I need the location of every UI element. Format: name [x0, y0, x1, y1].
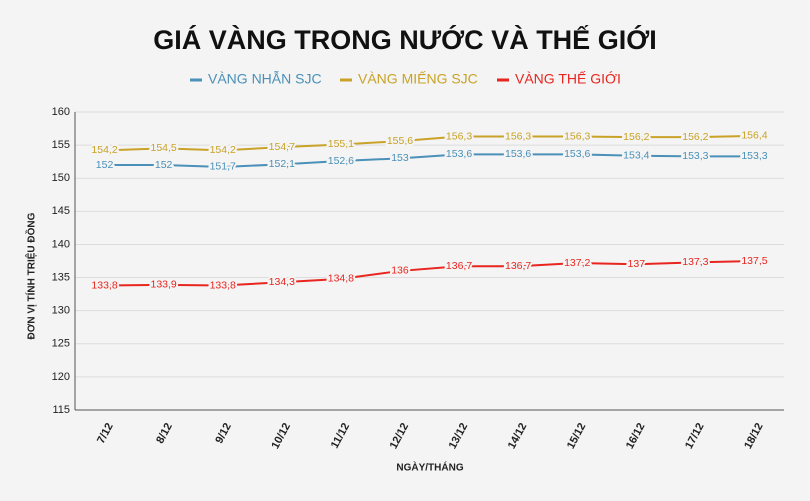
- data-label: 137,3: [682, 256, 708, 268]
- data-label: 153,4: [623, 149, 649, 161]
- y-tick-label: 130: [52, 305, 70, 317]
- data-label: 137,5: [741, 255, 767, 267]
- x-tick-label: 18/12: [742, 421, 766, 451]
- y-tick-label: 150: [52, 172, 70, 184]
- data-label: 133,9: [150, 279, 176, 291]
- data-label: 137,2: [564, 257, 590, 269]
- data-label: 136,7: [505, 260, 531, 272]
- data-label: 156,2: [623, 131, 649, 143]
- data-label: 156,2: [682, 131, 708, 143]
- y-tick-label: 115: [52, 404, 70, 416]
- x-tick-label: 11/12: [329, 421, 352, 450]
- data-label: 152,1: [269, 158, 295, 170]
- data-label: 153,3: [741, 150, 767, 162]
- legend-label: VÀNG MIẾNG SJC: [358, 71, 478, 87]
- series-line: [104, 153, 755, 168]
- y-tick-label: 145: [52, 205, 70, 217]
- legend-label: VÀNG NHẪN SJC: [208, 71, 322, 87]
- data-label: 153,6: [505, 148, 531, 160]
- data-label: 153,6: [564, 148, 590, 160]
- x-tick-label: 13/12: [447, 421, 471, 451]
- data-label: 156,4: [741, 130, 767, 142]
- series-line: [104, 260, 755, 287]
- data-label: 153,6: [446, 148, 472, 160]
- data-label: 151,7: [210, 161, 236, 173]
- y-tick-label: 125: [52, 338, 70, 350]
- x-tick-label: 15/12: [565, 421, 589, 451]
- x-tick-label: 16/12: [624, 421, 648, 451]
- data-label: 137: [628, 258, 646, 270]
- x-tick-label: 14/12: [506, 421, 530, 451]
- data-label: 134,3: [269, 276, 295, 288]
- legend-label: VÀNG THẾ GIỚI: [515, 71, 621, 87]
- y-tick-label: 120: [52, 371, 70, 383]
- data-label: 153: [391, 152, 409, 164]
- data-label: 133,8: [91, 279, 117, 291]
- data-label: 152: [155, 159, 173, 171]
- data-label: 152,6: [328, 155, 354, 167]
- x-tick-label: 17/12: [683, 421, 707, 451]
- y-tick-label: 140: [52, 238, 70, 250]
- data-label: 133,8: [210, 279, 236, 291]
- chart-title: GIÁ VÀNG TRONG NƯỚC VÀ THẾ GIỚI: [153, 24, 656, 55]
- data-label: 153,3: [682, 150, 708, 162]
- data-label: 156,3: [564, 130, 590, 142]
- y-tick-label: 135: [52, 271, 70, 283]
- y-tick-label: 160: [52, 106, 70, 118]
- data-label: 155,1: [328, 138, 354, 150]
- x-tick-label: 8/12: [154, 421, 175, 446]
- x-axis-label: NGÀY/THÁNG: [396, 461, 463, 474]
- data-label: 156,3: [446, 130, 472, 142]
- y-axis-label: ĐƠN VỊ TÍNH TRIỆU ĐỒNG: [25, 212, 38, 339]
- data-label: 156,3: [505, 130, 531, 142]
- data-label: 136: [391, 265, 409, 277]
- data-label: 152: [96, 159, 114, 171]
- x-tick-label: 10/12: [269, 421, 293, 451]
- x-tick-label: 12/12: [388, 421, 412, 451]
- data-label: 136,7: [446, 260, 472, 272]
- data-label: 154,5: [150, 142, 176, 154]
- y-tick-label: 155: [52, 139, 70, 151]
- x-tick-label: 7/12: [95, 421, 116, 446]
- data-label: 134,8: [328, 273, 354, 285]
- x-tick-label: 9/12: [213, 421, 234, 446]
- series-line: [104, 134, 755, 152]
- data-label: 154,2: [91, 144, 117, 156]
- data-label: 154,2: [210, 144, 236, 156]
- data-label: 154,7: [269, 141, 295, 153]
- data-label: 155,6: [387, 135, 413, 147]
